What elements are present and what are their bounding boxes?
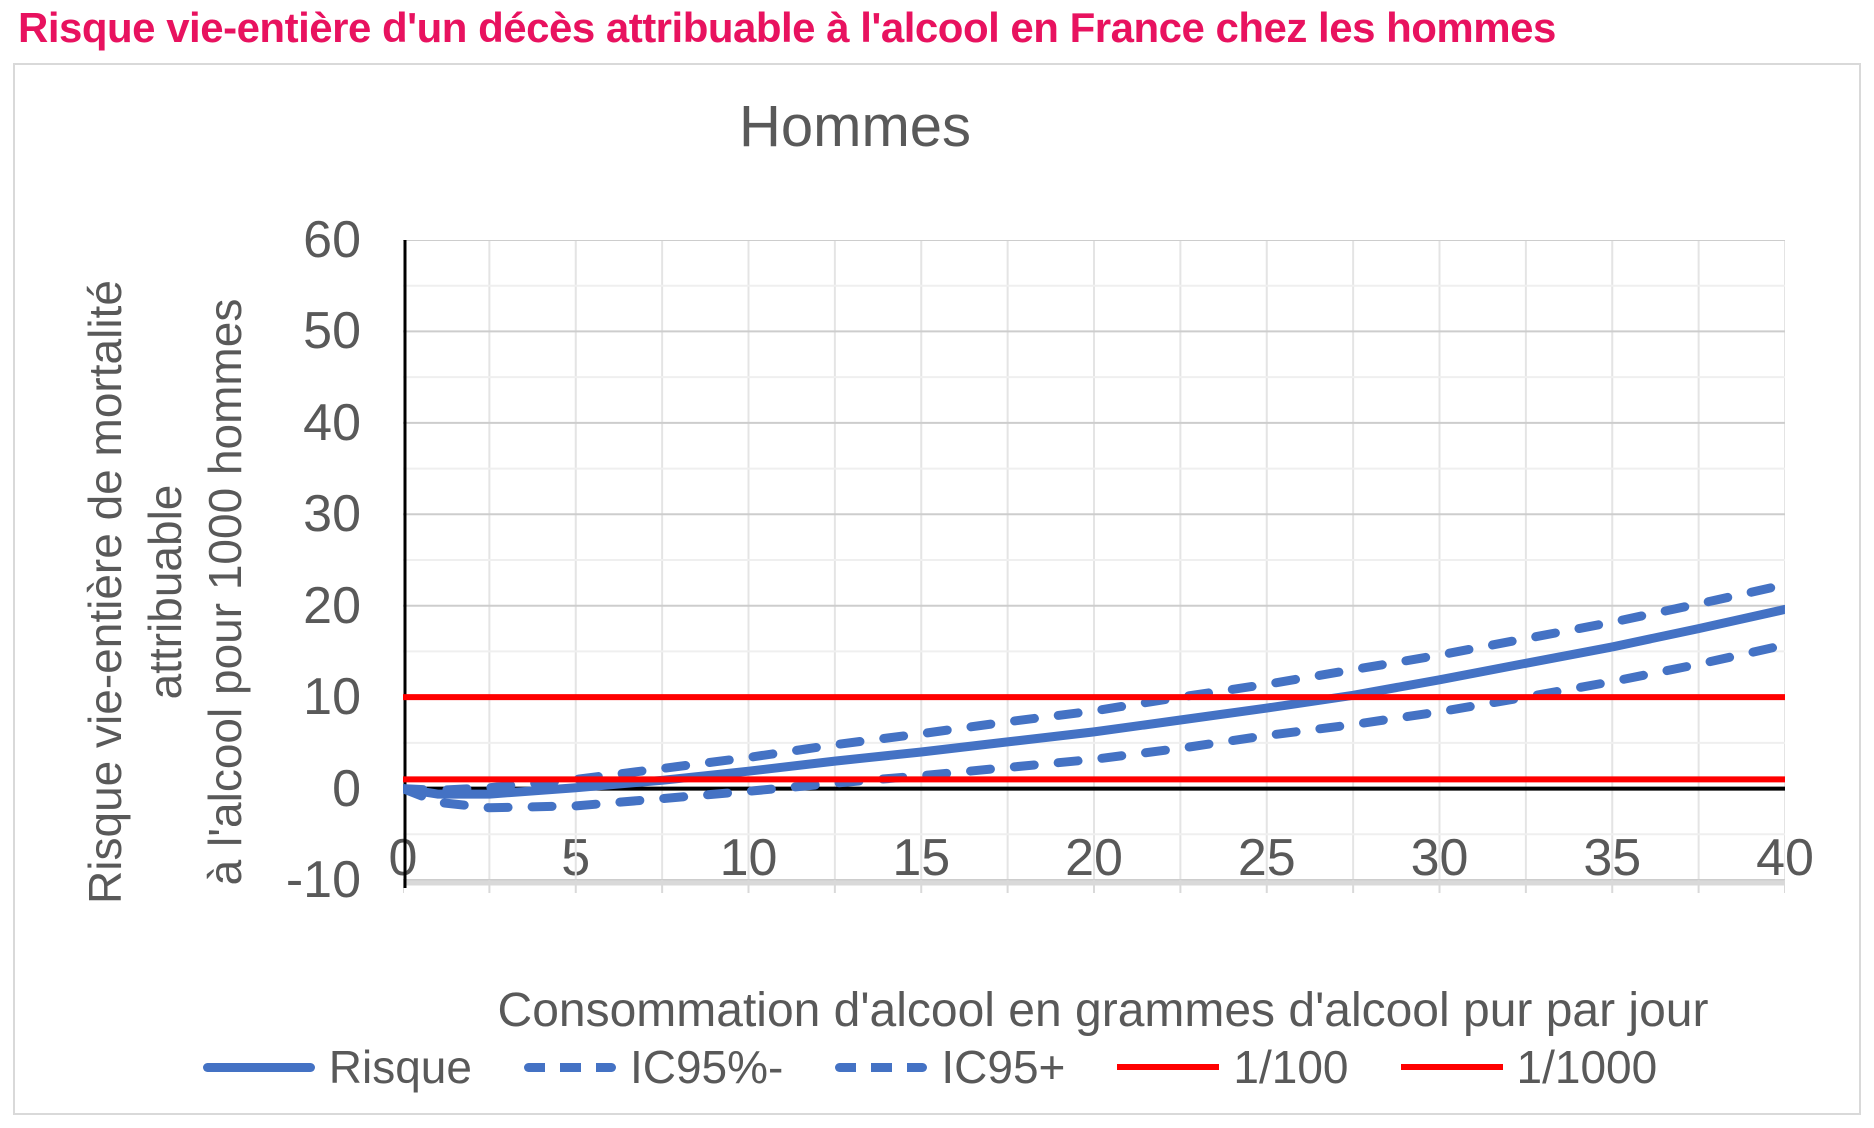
series-line-Risque — [403, 604, 1785, 799]
x-axis-title: Consommation d'alcool en grammes d'alcoo… — [497, 984, 1709, 1037]
y-tick-label: 40 — [303, 393, 361, 452]
legend-label: IC95%- — [629, 1041, 784, 1093]
legend-item-1-1000: 1/1000 — [1400, 1040, 1658, 1094]
legend-label: Risque — [328, 1041, 472, 1093]
page-title: Risque vie-entière d'un décès attribuabl… — [18, 4, 1556, 51]
solid-red-line-icon — [1117, 1064, 1220, 1070]
dashed-blue-line-icon — [835, 1062, 928, 1072]
y-tick-label: -10 — [285, 851, 361, 909]
chart-title: Hommes — [738, 94, 972, 159]
solid-blue-line-icon — [202, 1062, 315, 1072]
y-axis-title-line: attribuable — [139, 484, 191, 700]
legend-item-ic95-plus: IC95+ — [835, 1040, 1065, 1094]
solid-red-line-icon — [1400, 1064, 1503, 1070]
legend-label: IC95+ — [941, 1041, 1066, 1093]
y-axis-title-line: Risque vie-entière de mortalité — [79, 280, 131, 904]
y-tick-label: 50 — [303, 302, 361, 361]
chart-legend: Risque IC95%- IC95+ 1/100 1/1000 — [15, 1040, 1845, 1094]
plot-area — [403, 240, 1785, 893]
legend-label: 1/100 — [1233, 1041, 1349, 1093]
legend-item-1-100: 1/100 — [1117, 1040, 1349, 1094]
series-line-IC95+ — [403, 580, 1785, 795]
chart-panel: Hommes Risque vie-entière de mortalité a… — [13, 63, 1861, 1115]
legend-item-risque: Risque — [202, 1040, 472, 1094]
y-tick-label: 0 — [332, 759, 361, 818]
legend-item-ic95-minus: IC95%- — [523, 1040, 784, 1094]
y-tick-label: 10 — [303, 668, 361, 727]
y-tick-label: 30 — [303, 485, 361, 544]
dashed-blue-line-icon — [523, 1062, 616, 1072]
legend-label: 1/1000 — [1516, 1041, 1658, 1093]
y-tick-label: 60 — [303, 211, 361, 269]
y-tick-label: 20 — [303, 576, 361, 635]
x-tick-label: 0 — [388, 829, 418, 887]
x-tick-label: 40 — [1756, 829, 1814, 887]
